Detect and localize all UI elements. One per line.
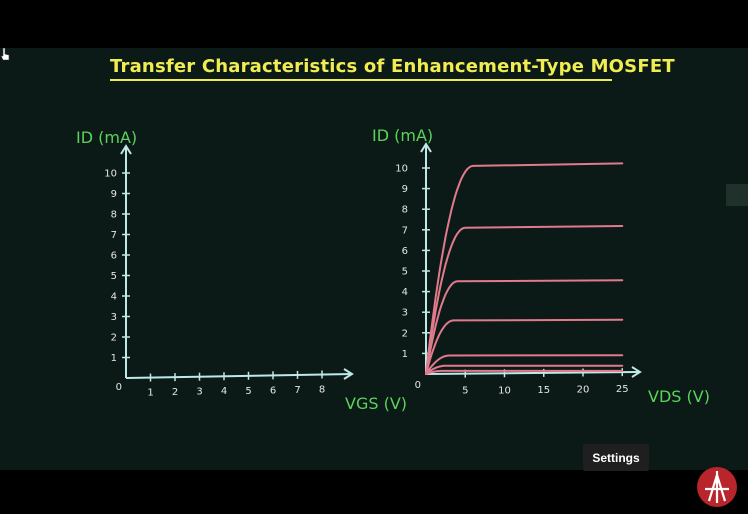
drain-curve-3 <box>425 279 624 375</box>
chalkboard: Transfer Characteristics of Enhancement-… <box>0 48 748 470</box>
drain-curve-5 <box>425 354 624 375</box>
channel-logo-icon[interactable] <box>697 467 737 507</box>
y-tick-label-left-3: 3 <box>111 312 117 323</box>
x-tick-label-left-0: 0 <box>116 382 122 393</box>
y-tick-label-right-4: 4 <box>402 287 408 298</box>
y-tick-label-right-7: 7 <box>402 225 408 236</box>
x-tick-label-left-8: 8 <box>319 384 325 395</box>
y-axis-arrow-right <box>420 142 432 153</box>
x-tick-label-left-7: 7 <box>294 385 300 396</box>
x-axis-label-right: VDS (V) <box>648 387 710 406</box>
x-axis-arrow-right <box>631 366 642 378</box>
x-tick-label-left-1: 1 <box>147 388 153 399</box>
y-tick-label-right-2: 2 <box>402 328 408 339</box>
y-tick-label-left-10: 10 <box>104 169 117 180</box>
x-tick-label-right-10: 10 <box>498 385 511 396</box>
chart-left: 1 2 3 4 5 6 7 8 9 10 0 1 2 3 4 5 6 7 8 <box>104 144 354 399</box>
y-tick-label-left-5: 5 <box>111 271 117 282</box>
y-axis-arrow-left <box>120 144 132 155</box>
y-tick-label-left-2: 2 <box>111 333 117 344</box>
video-title: Transfer Characteristics of Enhancement-… <box>110 56 675 77</box>
cursor-icon <box>0 48 10 61</box>
settings-tooltip: Settings <box>583 444 649 471</box>
drain-curve-4 <box>425 318 624 375</box>
y-tick-label-right-9: 9 <box>402 184 408 195</box>
drain-curve-6 <box>425 364 624 375</box>
x-tick-label-left-2: 2 <box>172 387 178 398</box>
y-tick-label-right-8: 8 <box>402 205 408 216</box>
y-tick-label-left-8: 8 <box>111 210 117 221</box>
x-tick-label-left-4: 4 <box>221 386 227 397</box>
x-tick-label-left-5: 5 <box>245 386 251 397</box>
y-tick-label-left-6: 6 <box>111 251 117 262</box>
y-tick-label-right-10: 10 <box>395 164 408 175</box>
y-tick-label-left-1: 1 <box>111 353 117 364</box>
x-tick-label-right-0: 0 <box>415 380 421 391</box>
chart-right: 1 2 3 4 5 6 7 8 9 10 0 5 10 15 20 25 <box>395 142 642 397</box>
x-axis-right <box>425 371 641 375</box>
y-tick-label-right-6: 6 <box>402 246 408 257</box>
x-axis-arrow-left <box>343 368 354 380</box>
y-tick-label-right-5: 5 <box>402 267 408 278</box>
x-axis-label-left: VGS (V) <box>345 394 408 413</box>
y-tick-label-right-1: 1 <box>402 349 408 360</box>
x-tick-label-right-15: 15 <box>537 385 550 396</box>
x-axis-left <box>125 373 353 379</box>
x-tick-label-right-20: 20 <box>577 385 590 396</box>
y-tick-label-left-9: 9 <box>111 189 117 200</box>
y-tick-label-left-4: 4 <box>111 292 117 303</box>
y-tick-label-right-3: 3 <box>402 308 408 319</box>
y-tick-label-left-7: 7 <box>111 230 117 241</box>
y-axis-label-right: ID (mA) <box>372 126 434 145</box>
x-tick-label-left-3: 3 <box>196 387 202 398</box>
title-underline <box>110 79 612 81</box>
drain-curve-1 <box>425 162 624 375</box>
x-tick-label-left-6: 6 <box>270 385 276 396</box>
drain-curve-7 <box>425 369 624 375</box>
y-axis-label-left: ID (mA) <box>76 128 138 147</box>
drain-curve-2 <box>425 225 624 375</box>
x-tick-label-right-5: 5 <box>462 386 468 397</box>
side-panel-tab[interactable] <box>726 184 748 206</box>
x-tick-label-right-25: 25 <box>616 384 629 395</box>
